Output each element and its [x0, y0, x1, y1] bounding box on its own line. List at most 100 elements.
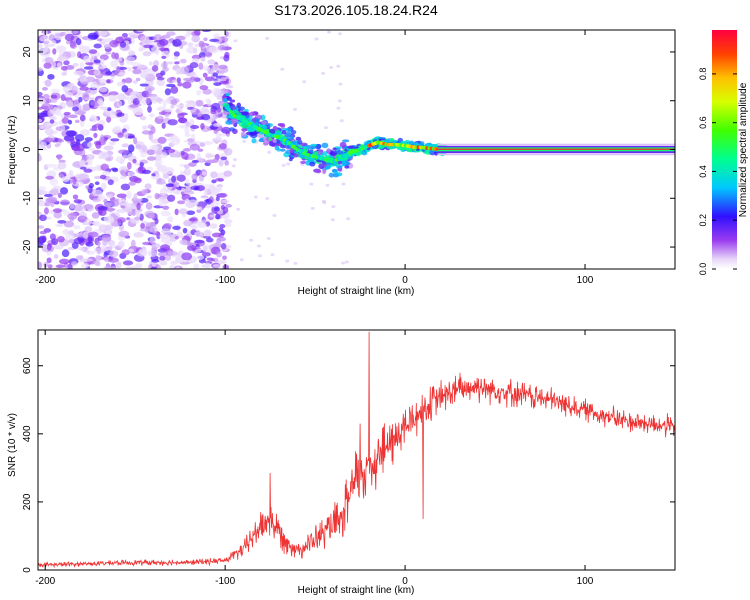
heatmap-cell: [116, 81, 126, 87]
heatmap-cell: [128, 104, 139, 108]
heatmap-cell: [176, 77, 181, 84]
heatmap-cell: [38, 153, 42, 162]
y-tick-label: 600: [22, 357, 33, 374]
heatmap-cell: [85, 241, 94, 247]
heatmap-cell: [327, 30, 332, 34]
heatmap-cell: [84, 137, 93, 142]
heatmap-cell: [180, 187, 186, 192]
heatmap-cell: [111, 127, 122, 133]
heatmap-cell: [280, 67, 285, 71]
heatmap-cell: [347, 145, 355, 149]
heatmap-cell: [135, 77, 141, 82]
heatmap-band: [437, 151, 675, 154]
heatmap-cell: [195, 99, 204, 107]
heatmap-cell: [185, 178, 190, 185]
heatmap-cell: [79, 61, 84, 70]
heatmap-cell: [219, 223, 226, 229]
heatmap-cell: [226, 133, 231, 137]
heatmap-cell: [220, 156, 228, 161]
heatmap-cell: [181, 152, 189, 160]
heatmap-cell: [59, 187, 69, 195]
heatmap-cell: [38, 112, 48, 117]
heatmap-cell: [124, 77, 133, 84]
x-tick-label: 0: [402, 576, 408, 587]
heatmap-cell: [49, 115, 57, 121]
heatmap-cell: [98, 78, 107, 84]
heatmap-cell: [159, 255, 166, 261]
heatmap-cell: [170, 260, 178, 265]
heatmap-cell: [112, 168, 119, 173]
heatmap-cell: [275, 132, 282, 136]
heatmap-cell: [87, 231, 99, 238]
heatmap-cell: [249, 131, 257, 136]
heatmap-cell: [219, 80, 229, 85]
heatmap-cell: [42, 86, 48, 91]
heatmap-cell: [177, 117, 188, 124]
heatmap-cell: [117, 100, 123, 108]
chart-title: S173.2026.105.18.24.R24: [274, 2, 438, 18]
heatmap-cell: [140, 150, 147, 158]
heatmap-cell: [151, 65, 159, 72]
heatmap-cell: [100, 58, 105, 66]
heatmap-cell: [204, 230, 211, 237]
heatmap-cell: [220, 199, 230, 204]
heatmap-cell: [218, 227, 224, 232]
heatmap-cell: [83, 168, 93, 173]
heatmap-cell: [58, 159, 66, 163]
heatmap-cell: [66, 83, 74, 89]
heatmap-cell: [216, 260, 227, 264]
heatmap-cell: [158, 111, 168, 116]
heatmap-cell: [44, 79, 52, 87]
heatmap-cell: [195, 109, 200, 114]
heatmap-cell: [60, 124, 66, 132]
heatmap-cell: [174, 61, 180, 65]
heatmap-cell: [128, 98, 133, 106]
heatmap-cell: [231, 164, 236, 168]
heatmap-cell: [200, 122, 205, 130]
heatmap-cell: [98, 156, 105, 160]
heatmap-cell: [186, 30, 191, 36]
heatmap-cell: [249, 238, 254, 242]
heatmap-cell: [253, 195, 258, 199]
colorbar-tick-label: 0.6: [698, 116, 708, 129]
heatmap-cell: [205, 237, 214, 243]
heatmap-cell: [95, 141, 102, 149]
heatmap-cell: [180, 58, 187, 64]
heatmap-cell: [204, 98, 211, 103]
snr-y-ticks: 0 200 400 600: [22, 357, 675, 573]
heatmap-cell: [163, 223, 172, 229]
heatmap-cell: [57, 235, 65, 243]
heatmap-cell: [92, 189, 103, 197]
heatmap-cell: [167, 216, 174, 223]
heatmap-cell: [79, 129, 91, 136]
heatmap-cell: [232, 158, 237, 162]
heatmap-cell: [72, 30, 79, 35]
heatmap-cell: [119, 60, 125, 66]
heatmap-cell: [205, 154, 216, 158]
heatmap-cell: [241, 127, 248, 132]
heatmap-cell: [286, 162, 291, 166]
heatmap-cell: [203, 187, 208, 196]
heatmap-cell: [49, 104, 54, 110]
heatmap-cell: [222, 98, 228, 103]
heatmap-cell: [162, 99, 167, 108]
heatmap-cell: [335, 164, 343, 169]
heatmap-cell: [137, 94, 143, 101]
heatmap-cell: [337, 99, 342, 103]
heatmap-cell: [44, 57, 54, 64]
heatmap-cell: [73, 233, 84, 238]
heatmap-cell: [46, 243, 52, 251]
heatmap-cell: [223, 54, 230, 62]
heatmap-cell: [336, 106, 341, 110]
heatmap-cell: [68, 238, 76, 244]
heatmap-cell: [317, 150, 323, 156]
heatmap-cell: [209, 223, 218, 229]
heatmap-cell: [205, 51, 212, 58]
heatmap-cell: [116, 217, 126, 224]
snr-y-label: SNR (10 * v/v): [7, 413, 18, 477]
snr-x-label: Height of straight line (km): [298, 585, 415, 596]
heatmap-cell: [147, 105, 152, 113]
heatmap-cell: [337, 161, 343, 165]
heatmap-cell: [267, 150, 272, 154]
